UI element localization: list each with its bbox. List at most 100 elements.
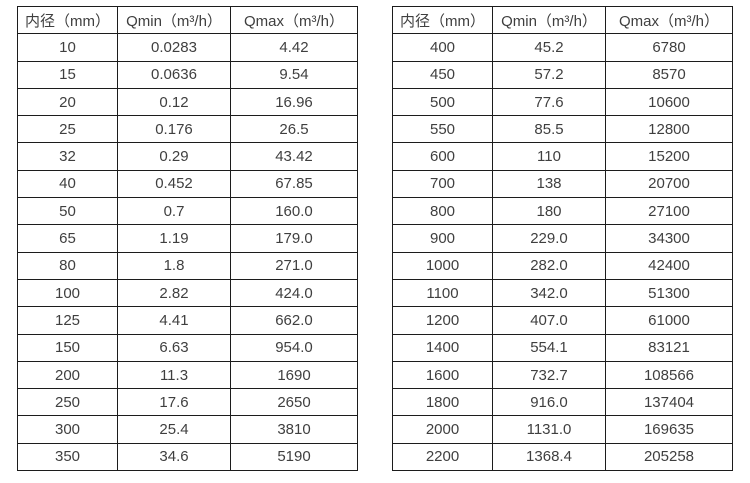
diameter-cell: 250 <box>17 388 118 417</box>
qmin-cell: 1.19 <box>117 224 231 253</box>
qmin-cell: 6.63 <box>117 333 231 362</box>
qmin-cell: 77.6 <box>492 87 606 117</box>
table-row: 550 85.5 12800 <box>392 115 733 144</box>
diameter-cell: 450 <box>392 60 493 89</box>
qmax-cell: 271.0 <box>230 251 358 280</box>
qmax-cell: 1690 <box>230 360 358 390</box>
qmin-cell: 282.0 <box>492 251 606 280</box>
qmax-cell: 954.0 <box>230 333 358 362</box>
diameter-cell: 1100 <box>392 278 493 308</box>
table-row: 100 2.82 424.0 <box>17 278 358 308</box>
qmin-cell: 0.0283 <box>117 33 231 62</box>
qmax-cell: 108566 <box>605 360 733 390</box>
diameter-cell: 50 <box>17 197 118 226</box>
qmin-cell: 17.6 <box>117 388 231 417</box>
qmax-cell: 179.0 <box>230 224 358 253</box>
qmax-cell: 160.0 <box>230 197 358 226</box>
qmin-cell: 4.41 <box>117 306 231 335</box>
qmax-cell: 6780 <box>605 33 733 62</box>
qmax-cell: 26.5 <box>230 115 358 144</box>
table-row: 40 0.452 67.85 <box>17 169 358 199</box>
qmin-cell: 0.0636 <box>117 60 231 89</box>
table-row: 10 0.0283 4.42 <box>17 33 358 62</box>
qmin-cell: 11.3 <box>117 360 231 390</box>
column-header-diameter: 内径（mm） <box>392 5 493 35</box>
diameter-cell: 300 <box>17 415 118 444</box>
qmax-cell: 205258 <box>605 442 733 472</box>
table-row: 700 138 20700 <box>392 169 733 199</box>
table-row: 125 4.41 662.0 <box>17 306 358 335</box>
qmin-cell: 229.0 <box>492 224 606 253</box>
diameter-cell: 65 <box>17 224 118 253</box>
diameter-cell: 800 <box>392 197 493 226</box>
table-row: 1100 342.0 51300 <box>392 278 733 308</box>
qmax-cell: 662.0 <box>230 306 358 335</box>
diameter-cell: 1600 <box>392 360 493 390</box>
qmax-cell: 51300 <box>605 278 733 308</box>
header-row: 内径（mm） Qmin（m³/h） Qmax（m³/h） <box>392 5 733 35</box>
flow-range-table-large-diameters: 内径（mm） Qmin（m³/h） Qmax（m³/h） 400 45.2 6780 45… <box>392 5 733 472</box>
diameter-cell: 600 <box>392 142 493 171</box>
qmax-cell: 67.85 <box>230 169 358 199</box>
diameter-cell: 80 <box>17 251 118 280</box>
table-row: 80 1.8 271.0 <box>17 251 358 280</box>
table-row: 20 0.12 16.96 <box>17 87 358 117</box>
diameter-cell: 200 <box>17 360 118 390</box>
qmin-cell: 916.0 <box>492 388 606 417</box>
diameter-cell: 2200 <box>392 442 493 472</box>
table-row: 32 0.29 43.42 <box>17 142 358 171</box>
qmax-cell: 169635 <box>605 415 733 444</box>
qmin-cell: 554.1 <box>492 333 606 362</box>
table-row: 150 6.63 954.0 <box>17 333 358 362</box>
table-row: 1200 407.0 61000 <box>392 306 733 335</box>
qmin-cell: 0.29 <box>117 142 231 171</box>
table-body: 10 0.0283 4.42 15 0.0636 9.54 20 0.12 16.96 25 0.1… <box>17 33 358 472</box>
qmax-cell: 20700 <box>605 169 733 199</box>
qmin-cell: 34.6 <box>117 442 231 472</box>
table-row: 1400 554.1 83121 <box>392 333 733 362</box>
qmax-cell: 43.42 <box>230 142 358 171</box>
qmin-cell: 138 <box>492 169 606 199</box>
diameter-cell: 350 <box>17 442 118 472</box>
table-row: 2000 1131.0 169635 <box>392 415 733 444</box>
qmin-cell: 1368.4 <box>492 442 606 472</box>
table-row: 65 1.19 179.0 <box>17 224 358 253</box>
diameter-cell: 2000 <box>392 415 493 444</box>
qmax-cell: 15200 <box>605 142 733 171</box>
qmax-cell: 5190 <box>230 442 358 472</box>
column-header-qmin: Qmin（m³/h） <box>492 5 606 35</box>
table-row: 15 0.0636 9.54 <box>17 60 358 89</box>
qmin-cell: 1131.0 <box>492 415 606 444</box>
qmin-cell: 407.0 <box>492 306 606 335</box>
table-row: 250 17.6 2650 <box>17 388 358 417</box>
header-row: 内径（mm） Qmin（m³/h） Qmax（m³/h） <box>17 5 358 35</box>
qmax-cell: 27100 <box>605 197 733 226</box>
diameter-cell: 1000 <box>392 251 493 280</box>
table-row: 2200 1368.4 205258 <box>392 442 733 472</box>
diameter-cell: 550 <box>392 115 493 144</box>
qmax-cell: 10600 <box>605 87 733 117</box>
diameter-cell: 32 <box>17 142 118 171</box>
qmin-cell: 1.8 <box>117 251 231 280</box>
diameter-cell: 20 <box>17 87 118 117</box>
qmax-cell: 424.0 <box>230 278 358 308</box>
diameter-cell: 1800 <box>392 388 493 417</box>
diameter-cell: 100 <box>17 278 118 308</box>
qmin-cell: 57.2 <box>492 60 606 89</box>
qmax-cell: 137404 <box>605 388 733 417</box>
qmax-cell: 8570 <box>605 60 733 89</box>
diameter-cell: 400 <box>392 33 493 62</box>
qmax-cell: 34300 <box>605 224 733 253</box>
table-row: 200 11.3 1690 <box>17 360 358 390</box>
diameter-cell: 700 <box>392 169 493 199</box>
qmin-cell: 732.7 <box>492 360 606 390</box>
diameter-cell: 900 <box>392 224 493 253</box>
qmax-cell: 9.54 <box>230 60 358 89</box>
diameter-cell: 15 <box>17 60 118 89</box>
qmin-cell: 342.0 <box>492 278 606 308</box>
qmin-cell: 25.4 <box>117 415 231 444</box>
table-row: 1000 282.0 42400 <box>392 251 733 280</box>
column-header-qmin: Qmin（m³/h） <box>117 5 231 35</box>
qmin-cell: 110 <box>492 142 606 171</box>
